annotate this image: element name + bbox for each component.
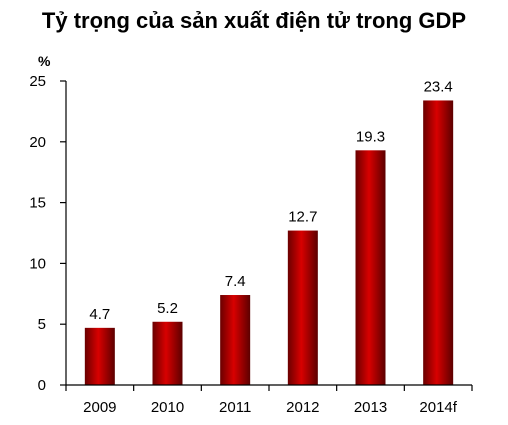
chart-title: Tỷ trọng của sản xuất điện tử trong GDP bbox=[41, 8, 467, 33]
bar-2014f bbox=[423, 100, 454, 386]
y-tick-label: 10 bbox=[29, 255, 46, 272]
bar-2011 bbox=[220, 295, 251, 385]
x-tick-label-2012: 2012 bbox=[286, 399, 319, 416]
x-tick-label-2009: 2009 bbox=[83, 399, 116, 416]
data-label-2009: 4.7 bbox=[89, 306, 110, 323]
y-tick-label: 5 bbox=[38, 316, 46, 333]
y-tick-label: 0 bbox=[38, 377, 46, 394]
data-label-2011: 7.4 bbox=[225, 273, 246, 290]
bar-2012 bbox=[287, 230, 318, 385]
y-tick-label: 15 bbox=[29, 195, 46, 212]
data-label-2014f: 23.4 bbox=[424, 78, 453, 95]
data-label-2013: 19.3 bbox=[356, 128, 385, 145]
x-tick-label-2013: 2013 bbox=[354, 399, 387, 416]
bar-2013 bbox=[355, 150, 386, 385]
bar-2009 bbox=[84, 327, 115, 385]
data-label-2010: 5.2 bbox=[157, 300, 178, 317]
x-tick-label-2011: 2011 bbox=[219, 399, 251, 416]
x-tick-label-2010: 2010 bbox=[151, 399, 184, 416]
bar-2010 bbox=[152, 321, 183, 385]
y-tick-label: 25 bbox=[29, 73, 46, 90]
x-tick-label-2014f: 2014f bbox=[419, 399, 457, 416]
y-axis-unit-label: % bbox=[38, 53, 51, 69]
data-label-2012: 12.7 bbox=[288, 209, 317, 226]
y-tick-label: 20 bbox=[29, 134, 46, 151]
